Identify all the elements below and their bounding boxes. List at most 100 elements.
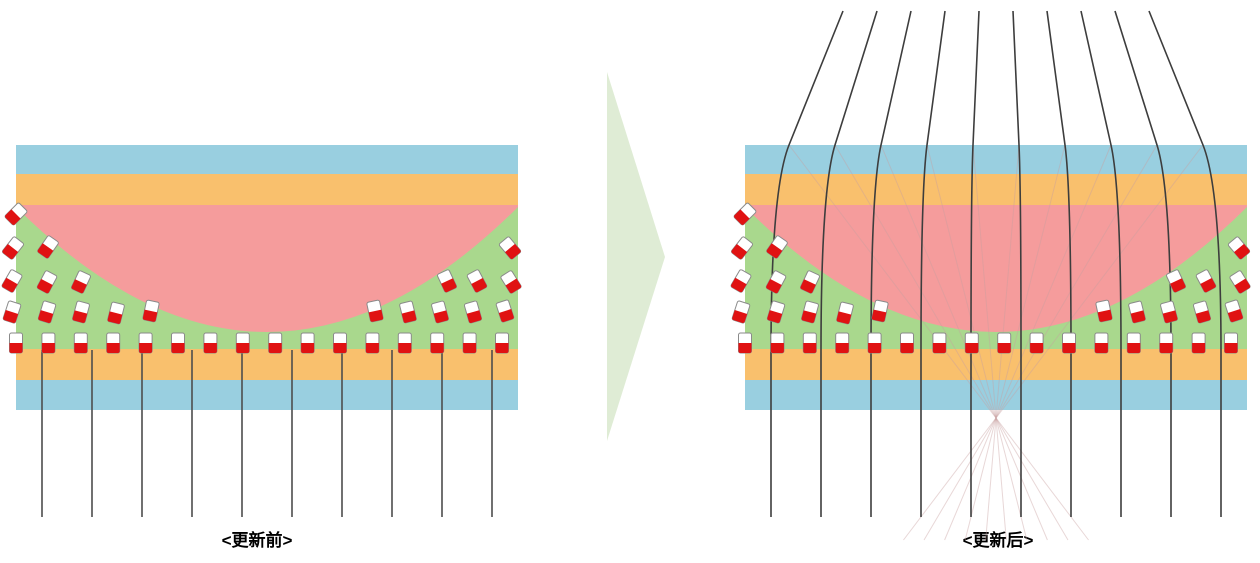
- lc-molecule: [997, 332, 1012, 354]
- lc-molecule: [462, 332, 477, 354]
- lc-molecule: [867, 332, 882, 354]
- lc-molecule: [498, 236, 522, 260]
- lc-molecule: [71, 270, 91, 294]
- lc-molecule: [138, 332, 153, 354]
- lc-molecule: [431, 300, 449, 324]
- lc-molecule: [1159, 332, 1174, 354]
- band-top-electrode: [16, 174, 518, 205]
- label-after: <更新后>: [963, 530, 1034, 550]
- light-ray: [770, 10, 844, 517]
- panel-before: [1, 145, 522, 517]
- band-bottom-electrode: [745, 349, 1247, 380]
- lc-molecule: [235, 332, 250, 354]
- light-ray: [820, 10, 878, 517]
- light-ray: [920, 10, 946, 517]
- lc-molecule: [1191, 332, 1206, 354]
- lc-molecule: [41, 332, 56, 354]
- lc-molecule: [1126, 332, 1141, 354]
- lc-molecule: [932, 332, 947, 354]
- lc-molecule: [731, 300, 751, 324]
- lc-molecule: [142, 299, 160, 323]
- band-top-electrode: [745, 174, 1247, 205]
- lc-molecule: [1094, 332, 1109, 354]
- lc-molecule: [1224, 332, 1238, 354]
- light-ray: [1080, 10, 1122, 517]
- lc-molecule: [430, 332, 445, 354]
- light-ray: [1046, 10, 1072, 517]
- lc-molecule: [36, 270, 58, 294]
- lc-molecule: [802, 332, 817, 354]
- band-top-glass: [745, 145, 1247, 174]
- lc-molecule: [1062, 332, 1076, 354]
- lc-molecule: [836, 301, 854, 325]
- lc-molecule: [871, 299, 889, 323]
- lc-molecule: [73, 332, 88, 354]
- lc-molecule: [4, 202, 28, 226]
- lc-molecule: [500, 270, 522, 294]
- faint-focus-line: [903, 144, 1204, 541]
- label-before: <更新前>: [222, 530, 293, 550]
- lc-molecule: [333, 332, 347, 354]
- lc-molecule: [72, 300, 90, 324]
- light-ray: [970, 10, 980, 517]
- lc-molecule: [268, 332, 283, 354]
- lc-molecule: [1195, 269, 1217, 293]
- lc-molecule: [1029, 332, 1044, 354]
- lc-molecule: [106, 332, 121, 354]
- lc-molecule: [397, 332, 412, 354]
- light-ray: [1148, 10, 1222, 517]
- band-bottom-electrode: [16, 349, 518, 380]
- lc-molecule: [107, 301, 125, 325]
- lc-molecule: [765, 270, 787, 294]
- faint-focus-line: [944, 144, 1112, 541]
- lc-molecule: [900, 332, 914, 354]
- lc-molecule: [2, 300, 22, 324]
- lc-molecule: [801, 300, 819, 324]
- lc-molecule: [2, 236, 24, 260]
- lc-molecule: [730, 269, 752, 293]
- lc-molecule: [463, 300, 483, 324]
- faint-focus-line: [880, 144, 1048, 541]
- lc-molecule: [1160, 300, 1178, 324]
- lc-molecule: [1095, 299, 1113, 323]
- light-ray: [1012, 10, 1022, 517]
- lens-profile: [16, 205, 518, 332]
- lc-molecule: [1224, 299, 1244, 323]
- lc-molecule: [1166, 269, 1186, 293]
- lc-molecule: [738, 332, 752, 354]
- lc-molecule: [466, 269, 488, 293]
- band-bottom-glass: [16, 380, 518, 410]
- lc-molecule: [437, 269, 457, 293]
- lc-molecule: [770, 332, 785, 354]
- lc-molecule: [1128, 300, 1146, 324]
- faint-focus-line: [964, 144, 1066, 541]
- faint-focus-line: [972, 144, 1007, 541]
- lc-molecule: [300, 332, 315, 354]
- lc-molecule: [1, 269, 23, 293]
- lc-molecule: [9, 332, 23, 354]
- lc-molecule: [399, 300, 417, 324]
- transition-arrow-icon: [607, 72, 665, 441]
- lc-molecule: [37, 300, 57, 324]
- lc-molecule: [835, 332, 850, 354]
- lc-molecule: [37, 235, 59, 259]
- light-ray: [870, 10, 912, 517]
- lc-molecule: [964, 332, 979, 354]
- band-bottom-glass: [745, 380, 1247, 410]
- lc-molecule: [366, 299, 384, 323]
- lc-molecule: [495, 332, 509, 354]
- lc-molecule: [766, 300, 786, 324]
- lc-molecule: [1227, 236, 1251, 260]
- lc-molecule: [731, 236, 753, 260]
- lc-molecule: [766, 235, 788, 259]
- light-ray: [1114, 10, 1172, 517]
- lc-molecule: [365, 332, 380, 354]
- lc-molecule: [495, 299, 515, 323]
- panel-after: [730, 10, 1251, 541]
- lc-molecule: [733, 202, 757, 226]
- lc-molecule: [203, 332, 218, 354]
- lc-molecule: [1229, 270, 1251, 294]
- band-top-glass: [16, 145, 518, 174]
